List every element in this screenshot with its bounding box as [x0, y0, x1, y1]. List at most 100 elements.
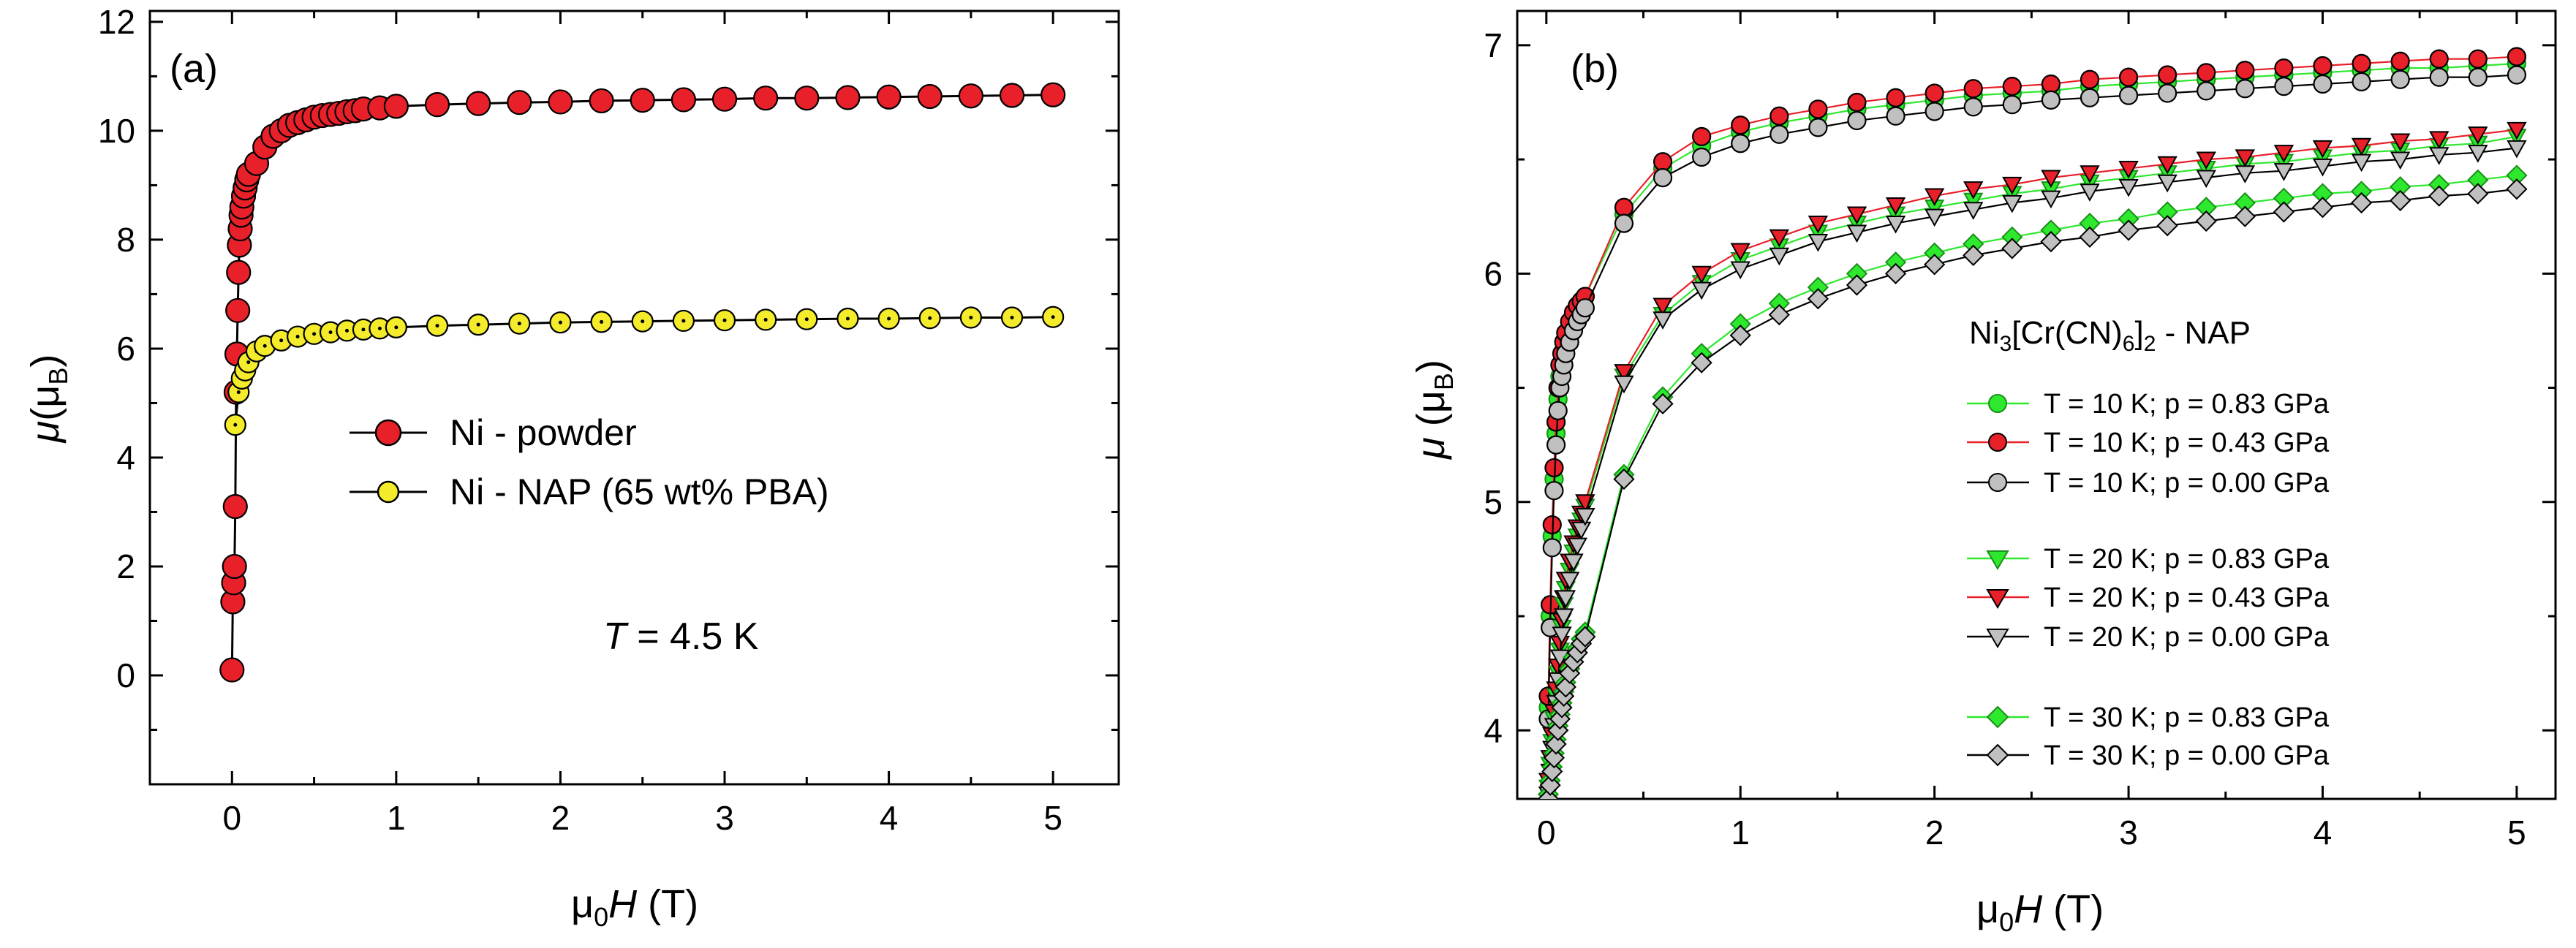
data-point-center [233, 422, 238, 427]
data-point [2118, 161, 2139, 179]
legend-b-entry-10k-000: T = 10 K; p = 0.00 GPa [1967, 468, 2330, 498]
panel-b-magnetization-chart: 0 1 2 3 4 5 4 5 6 7 (b) Ni3[Cr(CN)6]2 - NAP T = 1… [1409, 10, 2557, 937]
legend-b-marker-diamond [1986, 743, 2009, 767]
data-point [1808, 99, 1828, 119]
data-point [1808, 233, 1829, 252]
data-point-center [262, 344, 267, 348]
y-tick-label: 6 [1484, 254, 1503, 292]
data-point [1571, 521, 1592, 540]
data-point [1555, 590, 1576, 609]
data-point-center [236, 390, 241, 395]
data-point [1537, 788, 1560, 799]
data-point-center [969, 315, 973, 319]
data-point-center [887, 316, 891, 321]
data-point [383, 94, 409, 119]
data-point-center [517, 322, 521, 326]
data-point [2079, 226, 2101, 248]
data-point [1963, 181, 1984, 200]
data-point [2080, 88, 2100, 107]
data-point [1730, 243, 1750, 262]
data-point [1613, 468, 1635, 490]
data-point-center [361, 327, 366, 332]
data-point [1808, 215, 1829, 234]
data-point [226, 259, 252, 285]
legend-a-label-ni-nap: Ni - NAP (65 wt% PBA) [450, 471, 829, 512]
data-point [1963, 79, 1983, 99]
data-point [1575, 298, 1595, 318]
data-point [2197, 63, 2216, 83]
data-point [1539, 774, 1561, 796]
legend-a-label-ni-powder: Ni - powder [450, 412, 637, 453]
x-tick-label: 4 [2314, 814, 2333, 852]
data-point [2002, 95, 2022, 115]
data-point [2273, 201, 2295, 223]
legend-b-label: T = 30 K; p = 0.00 GPa [2044, 740, 2330, 771]
series-b-4 [1538, 121, 2527, 792]
data-point [219, 657, 245, 683]
legend-b-entry-30k-083: T = 30 K; p = 0.83 GPa [1967, 702, 2330, 733]
data-point [2507, 140, 2527, 159]
series-line [1547, 74, 2517, 719]
data-point [1546, 435, 1566, 455]
legend-a-marker-ni-nap [377, 480, 400, 504]
legend-b-label: T = 20 K; p = 0.00 GPa [2044, 622, 2330, 653]
data-point [2157, 156, 2177, 175]
data-point-center [1010, 315, 1014, 319]
y-tick-label: 12 [98, 3, 135, 41]
data-point [222, 553, 247, 580]
data-point [2157, 174, 2177, 193]
legend-b-entry-10k-083: T = 10 K; p = 0.83 GPa [1967, 389, 2330, 420]
data-point [2467, 183, 2489, 205]
series-b-6 [1537, 164, 2528, 799]
y-tick-label: 0 [116, 656, 135, 694]
data-point [753, 86, 779, 111]
series-a-1 [224, 306, 1065, 436]
panel-a-plot-frame [148, 10, 1120, 786]
panel-b-y-axis-label: μ (μB) [1409, 360, 1459, 460]
data-point [1653, 311, 1673, 330]
data-point [2390, 69, 2410, 89]
data-point [1886, 88, 1905, 107]
data-point [1614, 364, 1634, 382]
data-point [1924, 188, 1945, 207]
data-point [2390, 51, 2410, 71]
data-point [1542, 538, 1562, 558]
series-line [230, 94, 1054, 670]
data-point [1563, 553, 1584, 572]
data-point [2118, 178, 2139, 197]
panel-b-x-axis-label: μ0H (T) [1976, 887, 2104, 937]
data-point [2196, 170, 2216, 189]
x-tick-label: 2 [1925, 814, 1944, 852]
data-point [424, 92, 450, 118]
y-tick-label: 6 [116, 330, 135, 368]
panel-b-plot-frame [1516, 10, 2557, 800]
data-point [2040, 230, 2062, 253]
data-point [1575, 507, 1595, 526]
data-point-center [804, 317, 809, 322]
data-point [2235, 149, 2256, 168]
data-point [2041, 74, 2061, 94]
y-tick-label: 10 [98, 112, 135, 150]
legend-b-marker-circle [1988, 394, 2007, 413]
panel-a-temperature-annotation: T = 4.5 K [603, 615, 759, 658]
data-point [1554, 608, 1574, 627]
data-point [999, 83, 1025, 108]
data-point-center [295, 335, 300, 339]
legend-b-entry-20k-043: T = 20 K; p = 0.43 GPa [1967, 583, 2330, 613]
data-point [1730, 261, 1750, 280]
data-point [1924, 208, 1945, 227]
data-point [1925, 102, 1944, 121]
y-tick-label: 8 [116, 221, 135, 259]
x-tick-label: 1 [387, 799, 406, 837]
data-point [1847, 92, 1867, 113]
series-a-0 [219, 82, 1066, 683]
data-point [1614, 197, 1634, 217]
legend-b-label: T = 20 K; p = 0.43 GPa [2044, 583, 2330, 613]
data-point-center [279, 338, 284, 343]
data-point [1574, 626, 1596, 648]
panel-a-x-axis-label: μ0H (T) [571, 882, 698, 932]
panel-a-y-axis-label: μ(μB) [23, 354, 73, 444]
data-point [2080, 69, 2100, 89]
data-point [1846, 206, 1867, 225]
